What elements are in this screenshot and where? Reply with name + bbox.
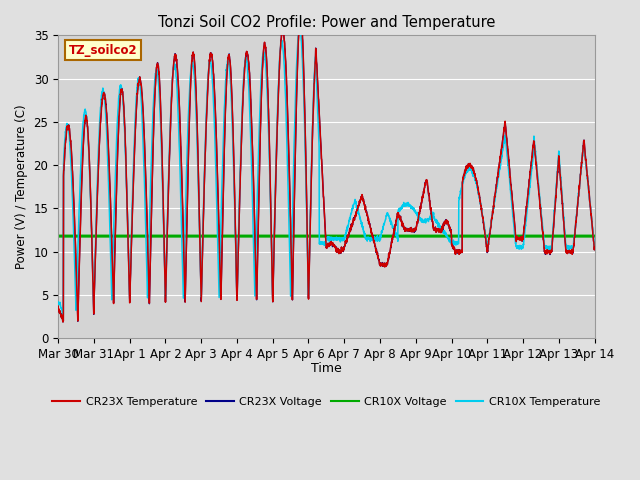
CR23X Voltage (284, 99, 291, 105)
CR10X Voltage (115, 233, 123, 239)
CR10X Voltage (522, 233, 530, 239)
CR23X Voltage (59, 319, 67, 325)
Title: Tonzi Soil CO2 Profile: Power and Temperature: Tonzi Soil CO2 Profile: Power and Temper… (157, 15, 495, 30)
CR23X Voltage (523, 204, 531, 210)
CR23X Voltage (297, 12, 305, 18)
CR23X Voltage (147, 210, 155, 216)
CR23X Voltage (580, 142, 588, 147)
CR23X Temperature (116, 106, 124, 111)
CR10X Temperature (260, 50, 268, 56)
X-axis label: Time: Time (311, 362, 342, 375)
CR23X Voltage (260, 43, 268, 48)
CR23X Voltage (54, 304, 62, 310)
CR10X Temperature (296, 26, 304, 32)
CR23X Temperature (59, 319, 67, 325)
Line: CR23X Temperature: CR23X Temperature (58, 15, 595, 322)
CR10X Temperature (60, 313, 67, 319)
CR23X Temperature (260, 43, 268, 49)
Legend: CR23X Temperature, CR23X Voltage, CR10X Voltage, CR10X Temperature: CR23X Temperature, CR23X Voltage, CR10X … (48, 392, 605, 411)
CR10X Voltage (591, 233, 598, 239)
CR10X Temperature (591, 242, 598, 248)
CR10X Temperature (580, 148, 588, 154)
CR10X Voltage (260, 233, 268, 239)
CR23X Temperature (580, 142, 588, 147)
CR10X Temperature (284, 150, 291, 156)
CR23X Temperature (297, 12, 305, 18)
CR10X Temperature (116, 87, 124, 93)
Line: CR10X Temperature: CR10X Temperature (58, 29, 595, 316)
Y-axis label: Power (V) / Temperature (C): Power (V) / Temperature (C) (15, 105, 28, 269)
CR10X Voltage (54, 233, 62, 239)
CR23X Voltage (591, 244, 598, 250)
CR23X Temperature (591, 244, 598, 250)
CR23X Temperature (284, 98, 291, 104)
Text: TZ_soilco2: TZ_soilco2 (69, 44, 138, 57)
CR23X Temperature (54, 303, 62, 309)
CR10X Voltage (284, 233, 291, 239)
CR10X Temperature (147, 156, 155, 161)
Line: CR23X Voltage: CR23X Voltage (58, 15, 595, 322)
CR23X Voltage (116, 105, 124, 111)
CR10X Voltage (580, 233, 588, 239)
CR10X Temperature (523, 211, 531, 217)
CR10X Temperature (54, 299, 62, 305)
CR23X Temperature (523, 204, 531, 210)
CR10X Voltage (147, 233, 155, 239)
CR23X Temperature (147, 210, 155, 216)
